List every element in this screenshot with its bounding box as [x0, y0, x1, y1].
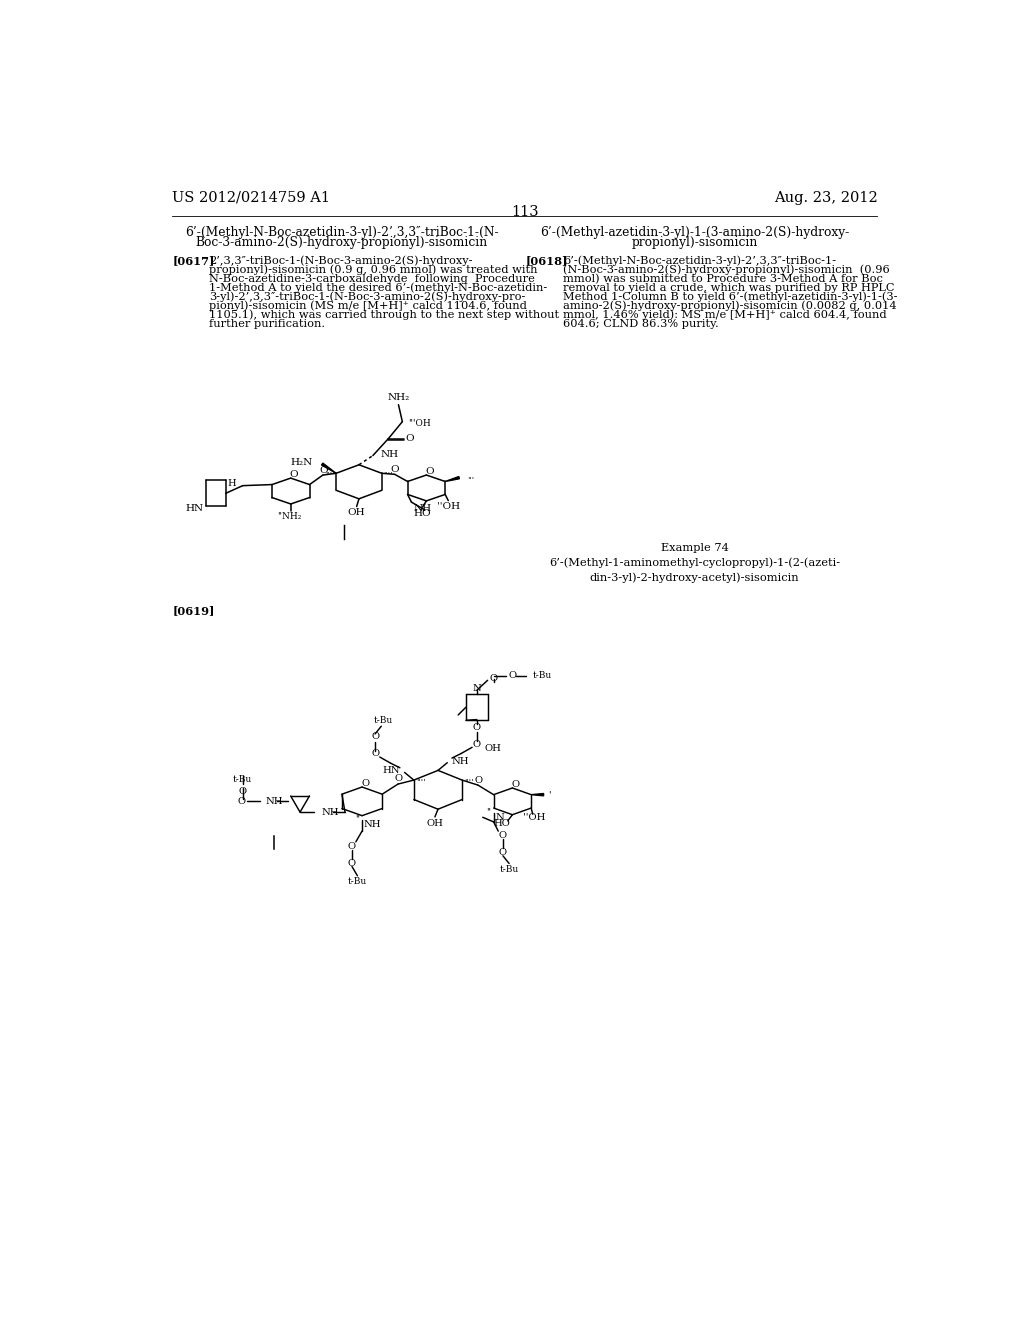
Text: 113: 113 [511, 205, 539, 219]
Text: NH: NH [452, 756, 469, 766]
Text: ''OH: ''OH [436, 502, 460, 511]
Text: Aug. 23, 2012: Aug. 23, 2012 [774, 191, 878, 205]
Text: propionyl)-sisomicin: propionyl)-sisomicin [632, 236, 758, 249]
Text: ''OH: ''OH [523, 813, 546, 822]
Text: [0619]: [0619] [172, 605, 215, 616]
Text: O: O [406, 434, 414, 444]
Text: N: N [472, 684, 481, 693]
Text: O: O [508, 671, 516, 680]
Text: HO: HO [494, 820, 510, 829]
Text: O: O [371, 733, 379, 742]
Text: OH: OH [348, 508, 366, 517]
Text: mmol, 1.46% yield): MS m/e [M+H]⁺ calcd 604.4, found: mmol, 1.46% yield): MS m/e [M+H]⁺ calcd … [563, 310, 887, 321]
Text: NH: NH [364, 821, 381, 829]
Text: O: O [394, 774, 402, 783]
Text: H₂N: H₂N [291, 458, 313, 467]
Text: NH: NH [266, 797, 284, 805]
Text: t-Bu: t-Bu [348, 878, 367, 887]
Text: O: O [348, 859, 356, 869]
Text: HN: HN [185, 504, 204, 513]
Text: [0618]: [0618] [525, 256, 568, 267]
Text: OH: OH [484, 744, 502, 754]
Text: mmol) was submitted to Procedure 3-Method A for Boc: mmol) was submitted to Procedure 3-Metho… [563, 273, 883, 284]
Text: ''NH₂: ''NH₂ [278, 512, 301, 521]
Text: t-Bu: t-Bu [233, 775, 252, 784]
Text: US 2012/0214759 A1: US 2012/0214759 A1 [172, 191, 330, 205]
Text: O: O [239, 787, 247, 796]
Text: 6’-(Methyl-N-Boc-azetidin-3-yl)-2’,3,3″-triBoc-1-(N-: 6’-(Methyl-N-Boc-azetidin-3-yl)-2’,3,3″-… [185, 226, 499, 239]
Text: O: O [473, 723, 481, 731]
Text: '''': '''' [464, 777, 473, 785]
Text: O: O [390, 465, 399, 474]
Text: 3-yl)-2’,3,3″-triBoc-1-(N-Boc-3-amino-2(S)-hydroxy-pro-: 3-yl)-2’,3,3″-triBoc-1-(N-Boc-3-amino-2(… [209, 292, 525, 302]
Text: Example 74: Example 74 [660, 544, 728, 553]
Text: HN: HN [382, 767, 400, 775]
Text: t-Bu: t-Bu [532, 671, 552, 680]
Text: O: O [489, 675, 498, 684]
Text: ': ' [548, 791, 551, 799]
Text: NH₂: NH₂ [387, 393, 410, 403]
Text: 1-Method A to yield the desired 6’-(methyl-N-Boc-azetidin-: 1-Method A to yield the desired 6’-(meth… [209, 282, 548, 293]
Text: N-Boc-azetidine-3-carboxaldehyde  following  Procedure: N-Boc-azetidine-3-carboxaldehyde followi… [209, 273, 536, 284]
Text: O: O [511, 780, 519, 788]
Text: t-Bu: t-Bu [374, 717, 393, 725]
Text: '''': '''' [416, 777, 426, 785]
Text: O: O [371, 750, 379, 759]
Text: '''': '''' [325, 471, 335, 479]
Text: O: O [473, 739, 481, 748]
Text: O: O [348, 842, 356, 851]
Text: (N-Boc-3-amino-2(S)-hydroxy-propionyl)-sisomicin  (0.96: (N-Boc-3-amino-2(S)-hydroxy-propionyl)-s… [563, 264, 890, 275]
Text: 6’-(Methyl-azetidin-3-yl)-1-(3-amino-2(S)-hydroxy-: 6’-(Methyl-azetidin-3-yl)-1-(3-amino-2(S… [540, 226, 849, 239]
Text: 6’-(Methyl-1-aminomethyl-cyclopropyl)-1-(2-(azeti-
din-3-yl)-2-hydroxy-acetyl)-s: 6’-(Methyl-1-aminomethyl-cyclopropyl)-1-… [549, 557, 840, 582]
Text: 2’,3,3″-triBoc-1-(N-Boc-3-amino-2(S)-hydroxy-: 2’,3,3″-triBoc-1-(N-Boc-3-amino-2(S)-hyd… [209, 256, 473, 267]
Text: HO: HO [414, 508, 431, 517]
Text: '''': '''' [383, 471, 393, 479]
Text: Boc-3-amino-2(S)-hydroxy-propionyl)-sisomicin: Boc-3-amino-2(S)-hydroxy-propionyl)-siso… [196, 236, 488, 249]
Polygon shape [445, 477, 460, 482]
Text: O: O [319, 466, 328, 475]
Text: pionyl)-sisomicin (MS m/e [M+H]⁺ calcd 1104.6, found: pionyl)-sisomicin (MS m/e [M+H]⁺ calcd 1… [209, 301, 527, 312]
Text: '': '' [486, 808, 492, 816]
Text: '''OH: '''OH [409, 420, 431, 429]
Text: NH: NH [322, 808, 339, 817]
Text: '': '' [354, 814, 359, 824]
Text: O: O [474, 776, 482, 785]
Text: NH: NH [414, 504, 432, 512]
Text: further purification.: further purification. [209, 319, 326, 329]
Text: O: O [499, 832, 507, 841]
Text: NH: NH [381, 450, 398, 459]
Text: O: O [425, 467, 434, 475]
Text: O: O [238, 797, 245, 805]
Text: t-Bu: t-Bu [500, 865, 519, 874]
Text: propionyl)-sisomicin (0.9 g, 0.96 mmol) was treated with: propionyl)-sisomicin (0.9 g, 0.96 mmol) … [209, 264, 538, 275]
Polygon shape [531, 793, 544, 796]
Text: O: O [290, 470, 298, 479]
Text: removal to yield a crude, which was purified by RP HPLC: removal to yield a crude, which was puri… [563, 282, 894, 293]
Text: 604.6; CLND 86.3% purity.: 604.6; CLND 86.3% purity. [563, 319, 719, 329]
Text: H: H [227, 479, 237, 488]
Text: amino-2(S)-hydroxy-propionyl)-sisomicin (0.0082 g, 0.014: amino-2(S)-hydroxy-propionyl)-sisomicin … [563, 301, 896, 312]
Text: [0617]: [0617] [172, 256, 215, 267]
Text: O: O [361, 779, 370, 788]
Text: 1105.1), which was carried through to the next step without: 1105.1), which was carried through to th… [209, 310, 559, 321]
Text: OH: OH [426, 818, 443, 828]
Text: O: O [499, 849, 507, 857]
Polygon shape [322, 463, 336, 474]
Text: ''': ''' [467, 477, 474, 484]
Text: N: N [496, 813, 504, 822]
Text: Method 1-Column B to yield 6’-(methyl-azetidin-3-yl)-1-(3-: Method 1-Column B to yield 6’-(methyl-az… [563, 292, 897, 302]
Text: 6’-(Methyl-N-Boc-azetidin-3-yl)-2’,3,3″-triBoc-1-: 6’-(Methyl-N-Boc-azetidin-3-yl)-2’,3,3″-… [563, 256, 836, 267]
